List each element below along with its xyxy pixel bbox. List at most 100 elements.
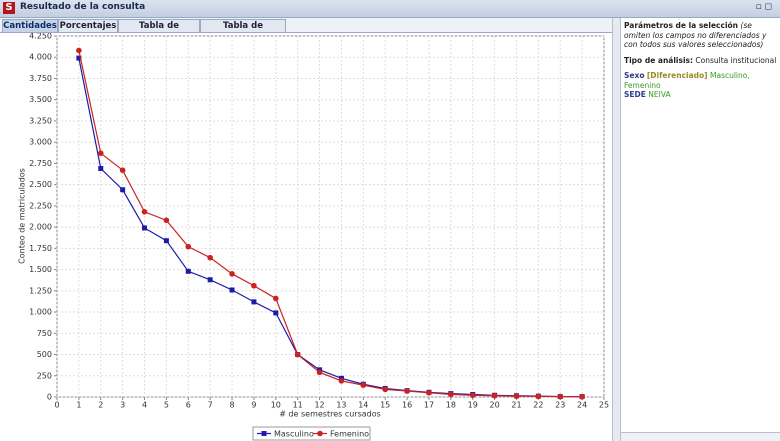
y-tick-label: 3.750 xyxy=(29,74,52,83)
y-tick-label: 1.000 xyxy=(29,308,52,317)
y-tick-label: 3.500 xyxy=(29,95,52,104)
tab[interactable]: Tabla de porcentajes xyxy=(200,19,286,43)
marker xyxy=(316,369,323,376)
x-tick-label: 24 xyxy=(577,401,587,410)
y-tick-label: 2.000 xyxy=(29,223,52,232)
x-tick-label: 10 xyxy=(271,401,281,410)
params: Parámetros de la selección (se omiten lo… xyxy=(624,21,777,50)
marker xyxy=(229,287,235,293)
chart: # de semestres cursados Conteo de matric… xyxy=(0,33,612,441)
legend-label: Masculino xyxy=(274,430,314,439)
x-tick-label: 11 xyxy=(293,401,303,410)
marker xyxy=(76,55,82,61)
marker xyxy=(229,271,235,277)
marker xyxy=(97,150,104,157)
splitter[interactable] xyxy=(612,18,621,441)
y-tick-label: 1.750 xyxy=(29,244,52,253)
x-tick-label: 18 xyxy=(446,401,456,410)
marker xyxy=(120,187,126,193)
app-icon: S xyxy=(3,2,15,14)
y-tick-label: 1.250 xyxy=(29,286,52,295)
x-tick-label: 20 xyxy=(490,401,500,410)
title-bar: S Resultado de la consulta ▫ ◻ xyxy=(0,0,780,18)
sede-label: SEDE xyxy=(624,90,646,99)
x-tick-label: 1 xyxy=(76,401,81,410)
x-tick-label: 3 xyxy=(120,401,125,410)
marker xyxy=(382,386,389,393)
x-tick-label: 5 xyxy=(164,401,169,410)
y-axis-label: Conteo de matriculados xyxy=(18,168,27,264)
marker xyxy=(185,268,191,274)
y-tick-label: 1.500 xyxy=(29,265,52,274)
params-title: Parámetros de la selección xyxy=(624,21,739,30)
marker xyxy=(273,310,279,316)
x-tick-label: 0 xyxy=(54,401,59,410)
marker xyxy=(163,217,170,224)
analysis: Tipo de análisis: Consulta institucional xyxy=(624,56,777,66)
plot-area xyxy=(56,35,605,398)
legend-label: Femenino xyxy=(330,430,369,439)
marker xyxy=(141,209,148,215)
y-tick-label: 2.250 xyxy=(29,201,52,210)
y-tick-label: 2.750 xyxy=(29,159,52,168)
marker xyxy=(338,378,345,384)
y-tick-label: 0 xyxy=(47,393,52,402)
marker xyxy=(207,254,213,261)
sede: SEDE NEIVA xyxy=(624,90,777,100)
tab-bar: Cantidades Porcentajes Tabla de cantidad… xyxy=(0,18,612,43)
marker xyxy=(98,166,104,172)
marker xyxy=(448,391,454,398)
marker xyxy=(535,393,542,400)
marker xyxy=(119,167,126,174)
marker xyxy=(426,389,432,396)
tab[interactable]: Cantidades xyxy=(2,19,58,32)
y-tick-label: 2.500 xyxy=(29,180,52,189)
marker xyxy=(294,351,301,358)
x-tick-label: 17 xyxy=(424,401,434,410)
x-tick-label: 15 xyxy=(380,401,390,410)
marker xyxy=(360,382,367,388)
legend-marker xyxy=(261,431,267,436)
x-tick-label: 25 xyxy=(599,401,609,410)
y-tick-label: 250 xyxy=(37,371,52,380)
marker xyxy=(404,388,410,394)
sexo-label: Sexo xyxy=(624,71,645,80)
marker xyxy=(557,393,564,400)
x-tick-label: 19 xyxy=(468,401,478,410)
x-tick-label: 16 xyxy=(402,401,412,410)
x-tick-label: 4 xyxy=(142,401,147,410)
x-axis-label: # de semestres cursados xyxy=(279,410,381,419)
x-tick-label: 2 xyxy=(98,401,103,410)
x-tick-label: 23 xyxy=(555,401,565,410)
marker xyxy=(579,393,585,400)
y-tick-label: 3.000 xyxy=(29,138,52,147)
y-tick-label: 750 xyxy=(37,329,52,338)
marker xyxy=(273,295,279,302)
x-tick-label: 21 xyxy=(511,401,521,410)
y-tick-label: 3.250 xyxy=(29,116,52,125)
window-title: Resultado de la consulta xyxy=(20,2,146,12)
x-tick-label: 12 xyxy=(314,401,324,410)
side-panel: Parámetros de la selección (se omiten lo… xyxy=(621,18,780,441)
series-line xyxy=(78,50,583,398)
legend: Masculino Femenino xyxy=(252,426,371,441)
marker xyxy=(163,238,169,244)
y-tick-label: 4.000 xyxy=(29,53,52,62)
marker xyxy=(185,243,192,250)
scrollbar[interactable] xyxy=(621,432,780,441)
marker xyxy=(251,282,257,289)
legend-box xyxy=(252,426,371,441)
tab[interactable]: Porcentajes xyxy=(58,19,118,32)
x-tick-label: 22 xyxy=(533,401,543,410)
y-tick-label: 500 xyxy=(37,350,52,359)
marker xyxy=(142,225,148,231)
tab[interactable]: Tabla de cantidades xyxy=(118,19,200,43)
params-note: (se omiten los campos no diferenciados y… xyxy=(624,21,767,49)
marker xyxy=(513,393,520,399)
legend-marker xyxy=(317,430,323,437)
window-buttons[interactable]: ▫ ◻ xyxy=(755,2,772,12)
x-tick-label: 6 xyxy=(186,401,191,410)
marker xyxy=(76,47,82,54)
sexo-values: Masculino, Femenino xyxy=(624,71,750,90)
marker xyxy=(251,299,257,305)
